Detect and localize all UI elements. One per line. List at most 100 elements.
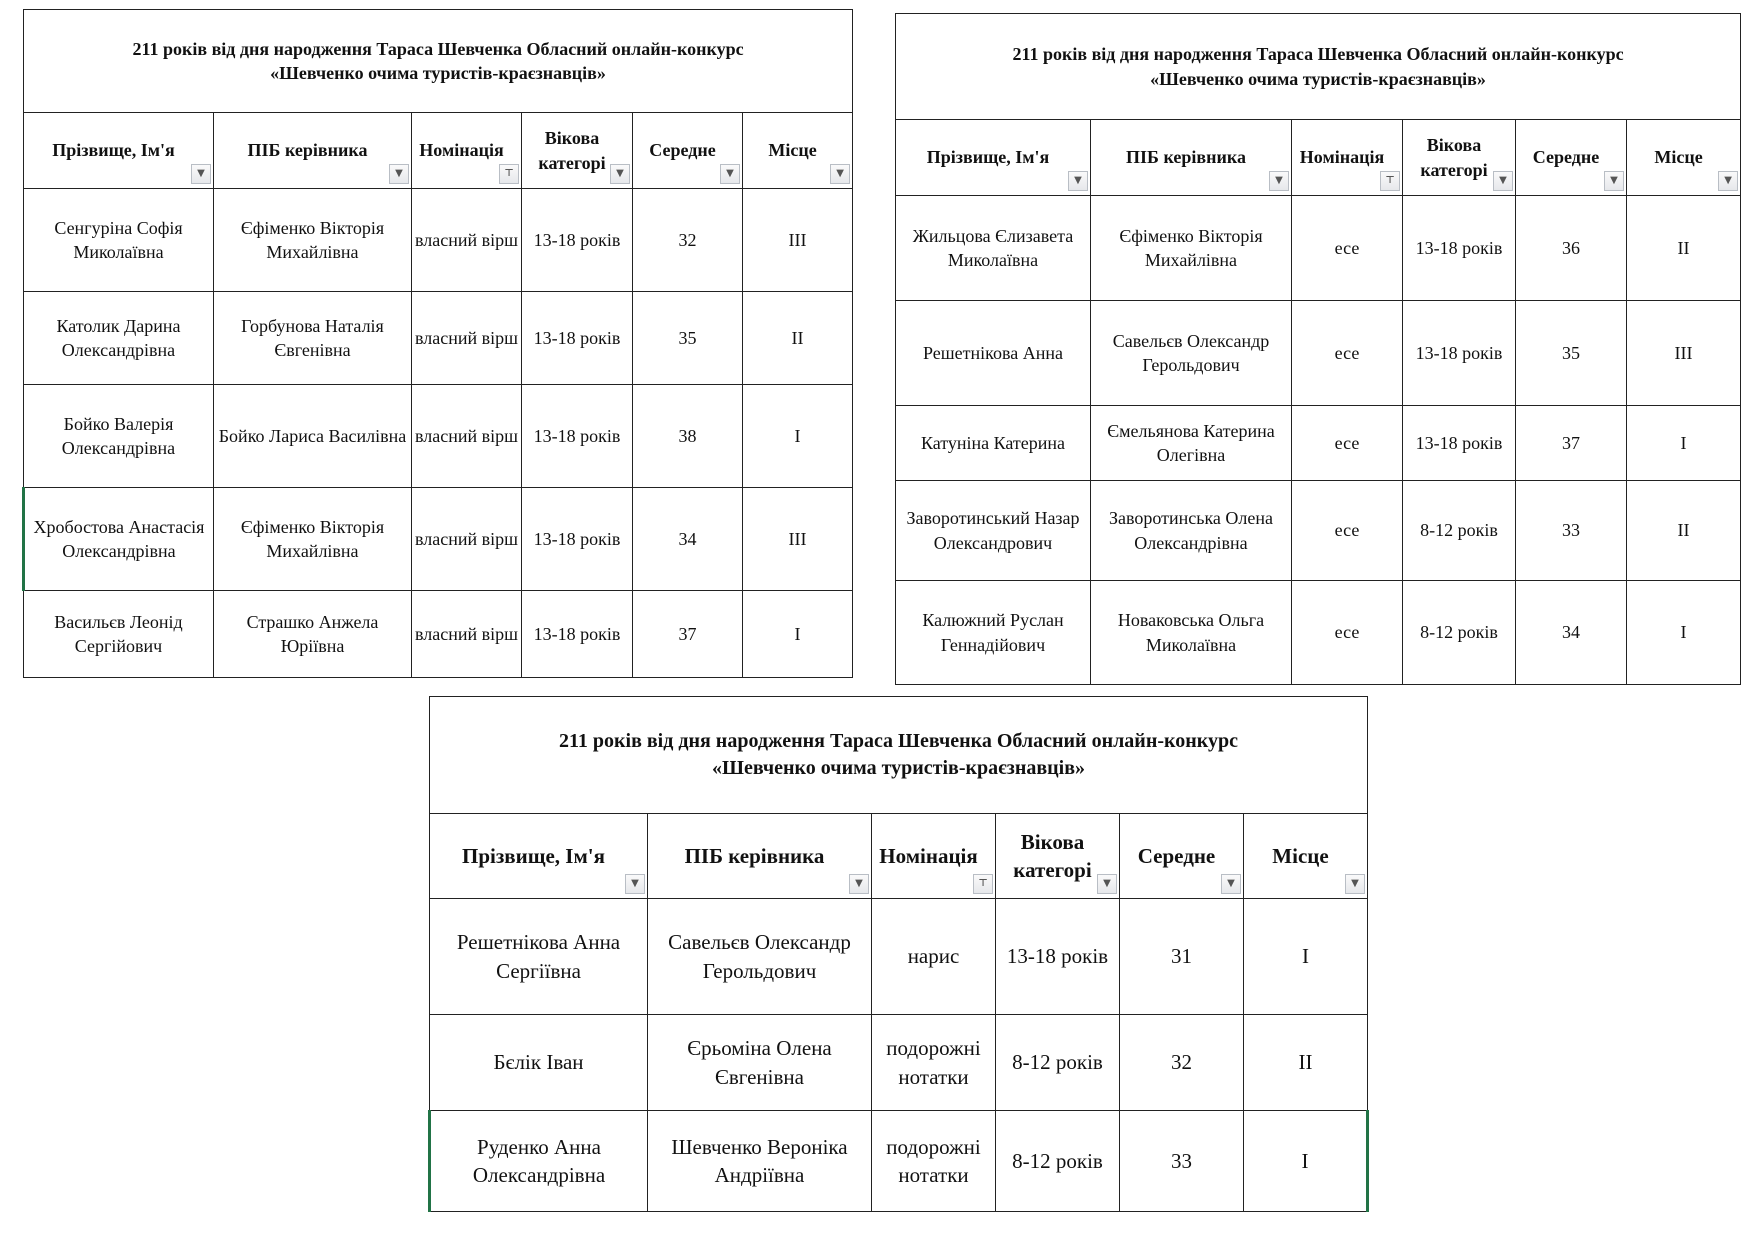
cell-nomination[interactable]: есе [1291, 300, 1403, 406]
cell-average-score[interactable]: 34 [1515, 580, 1627, 685]
cell-supervisor[interactable]: Бойко Лариса Василівна [213, 384, 412, 488]
column-header-name[interactable]: Прізвище, Ім'я ▼ [23, 112, 214, 189]
cell-place[interactable]: I [741, 590, 854, 678]
cell-average-score[interactable]: 37 [632, 590, 743, 678]
cell-supervisor[interactable]: Єфіменко Вікторія Михайлівна [213, 188, 412, 292]
cell-nomination[interactable]: есе [1291, 195, 1403, 301]
dropdown-arrow-icon[interactable]: ▼ [1068, 171, 1088, 191]
column-header-place[interactable]: Місце ▼ [1625, 119, 1742, 196]
column-header-age-category[interactable]: Вікова категорі ▼ [995, 813, 1120, 899]
cell-supervisor[interactable]: Єрьоміна Олена Євгенівна [647, 1014, 872, 1111]
cell-place[interactable]: II [1242, 1014, 1369, 1111]
cell-average-score[interactable]: 35 [632, 291, 743, 385]
cell-age-category[interactable]: 13-18 років [521, 384, 633, 488]
cell-place[interactable]: II [1625, 480, 1742, 581]
cell-nomination[interactable]: есе [1291, 480, 1403, 581]
cell-age-category[interactable]: 13-18 років [1402, 195, 1516, 301]
cell-place[interactable]: III [741, 188, 854, 292]
cell-supervisor[interactable]: Савельєв Олександр Герольдович [647, 898, 872, 1015]
cell-name[interactable]: Католик Дарина Олександрівна [23, 291, 214, 385]
dropdown-arrow-icon[interactable]: ▼ [720, 164, 740, 184]
filter-active-icon[interactable]: ⊤ [1380, 171, 1400, 191]
cell-age-category[interactable]: 13-18 років [521, 590, 633, 678]
cell-nomination[interactable]: есе [1291, 580, 1403, 685]
cell-place[interactable]: I [1242, 898, 1369, 1015]
cell-supervisor[interactable]: Горбунова Наталія Євгенівна [213, 291, 412, 385]
cell-nomination[interactable]: нарис [871, 898, 996, 1015]
dropdown-arrow-icon[interactable]: ▼ [610, 164, 630, 184]
cell-place[interactable]: III [741, 487, 854, 591]
dropdown-arrow-icon[interactable]: ▼ [1345, 874, 1366, 894]
cell-name[interactable]: Катуніна Катерина [895, 405, 1091, 481]
cell-age-category[interactable]: 13-18 років [1402, 300, 1516, 406]
cell-name[interactable]: Калюжний Руслан Геннадійович [895, 580, 1091, 685]
cell-nomination[interactable]: власний вірш [411, 590, 522, 678]
cell-place[interactable]: I [1242, 1110, 1370, 1212]
column-header-supervisor[interactable]: ПІБ керівника ▼ [647, 813, 872, 899]
cell-name[interactable]: Решетнікова Анна [895, 300, 1091, 406]
cell-age-category[interactable]: 13-18 років [995, 898, 1120, 1015]
column-header-age-category[interactable]: Вікова категорі ▼ [1402, 119, 1516, 196]
cell-average-score[interactable]: 35 [1515, 300, 1627, 406]
cell-nomination[interactable]: подорожні нотатки [871, 1110, 996, 1212]
cell-supervisor[interactable]: Єфіменко Вікторія Михайлівна [213, 487, 412, 591]
cell-age-category[interactable]: 8-12 років [1402, 480, 1516, 581]
cell-name[interactable]: Решетнікова Анна Сергіївна [429, 898, 648, 1015]
column-header-name[interactable]: Прізвище, Ім'я ▼ [895, 119, 1091, 196]
cell-supervisor[interactable]: Заворотинська Олена Олександрівна [1090, 480, 1292, 581]
cell-name[interactable]: Руденко Анна Олександрівна [428, 1110, 648, 1212]
column-header-average-score[interactable]: Середне ▼ [1119, 813, 1244, 899]
column-header-age-category[interactable]: Вікова категорі ▼ [521, 112, 633, 189]
dropdown-arrow-icon[interactable]: ▼ [1221, 874, 1241, 894]
column-header-nomination[interactable]: Номінація ⊤ [871, 813, 996, 899]
cell-age-category[interactable]: 8-12 років [995, 1014, 1120, 1111]
column-header-name[interactable]: Прізвище, Ім'я ▼ [429, 813, 648, 899]
cell-supervisor[interactable]: Новаковська Ольга Миколаївна [1090, 580, 1292, 685]
cell-name[interactable]: Васильєв Леонід Сергійович [23, 590, 214, 678]
cell-average-score[interactable]: 31 [1119, 898, 1244, 1015]
cell-average-score[interactable]: 37 [1515, 405, 1627, 481]
dropdown-arrow-icon[interactable]: ▼ [1269, 171, 1289, 191]
cell-supervisor[interactable]: Ємельянова Катерина Олегівна [1090, 405, 1292, 481]
column-header-nomination[interactable]: Номінація ⊤ [1291, 119, 1403, 196]
cell-name[interactable]: Бойко Валерія Олександрівна [23, 384, 214, 488]
cell-nomination[interactable]: подорожні нотатки [871, 1014, 996, 1111]
cell-supervisor[interactable]: Єфіменко Вікторія Михайлівна [1090, 195, 1292, 301]
filter-active-icon[interactable]: ⊤ [973, 874, 993, 894]
cell-name[interactable]: Заворотинський Назар Олександрович [895, 480, 1091, 581]
cell-average-score[interactable]: 32 [632, 188, 743, 292]
column-header-supervisor[interactable]: ПІБ керівника ▼ [213, 112, 412, 189]
cell-nomination[interactable]: власний вірш [411, 188, 522, 292]
cell-place[interactable]: II [741, 291, 854, 385]
dropdown-arrow-icon[interactable]: ▼ [849, 874, 869, 894]
cell-nomination[interactable]: власний вірш [411, 291, 522, 385]
table-title[interactable]: 211 років від дня народження Тараса Шевч… [22, 9, 854, 113]
cell-place[interactable]: I [1625, 405, 1742, 481]
dropdown-arrow-icon[interactable]: ▼ [1718, 171, 1739, 191]
column-header-supervisor[interactable]: ПІБ керівника ▼ [1090, 119, 1292, 196]
cell-age-category[interactable]: 13-18 років [521, 291, 633, 385]
cell-supervisor[interactable]: Страшко Анжела Юріївна [213, 590, 412, 678]
dropdown-arrow-icon[interactable]: ▼ [625, 874, 645, 894]
cell-name[interactable]: Жильцова Єлизавета Миколаївна [895, 195, 1091, 301]
dropdown-arrow-icon[interactable]: ▼ [191, 164, 211, 184]
cell-average-score[interactable]: 38 [632, 384, 743, 488]
table-title[interactable]: 211 років від дня народження Тараса Шевч… [894, 13, 1742, 120]
cell-age-category[interactable]: 8-12 років [1402, 580, 1516, 685]
cell-supervisor[interactable]: Шевченко Вероніка Андріївна [647, 1110, 872, 1212]
column-header-place[interactable]: Місце ▼ [741, 112, 854, 189]
cell-name[interactable]: Сенгуріна Софія Миколаївна [23, 188, 214, 292]
filter-active-icon[interactable]: ⊤ [499, 164, 519, 184]
column-header-nomination[interactable]: Номінація ⊤ [411, 112, 522, 189]
cell-age-category[interactable]: 8-12 років [995, 1110, 1120, 1212]
cell-name[interactable]: Бєлік Іван [429, 1014, 648, 1111]
cell-supervisor[interactable]: Савельєв Олександр Герольдович [1090, 300, 1292, 406]
dropdown-arrow-icon[interactable]: ▼ [830, 164, 851, 184]
cell-place[interactable]: III [1625, 300, 1742, 406]
table-title[interactable]: 211 років від дня народження Тараса Шевч… [428, 696, 1369, 814]
cell-place[interactable]: I [741, 384, 854, 488]
cell-nomination[interactable]: власний вірш [411, 384, 522, 488]
cell-average-score[interactable]: 33 [1119, 1110, 1244, 1212]
dropdown-arrow-icon[interactable]: ▼ [1097, 874, 1117, 894]
cell-age-category[interactable]: 13-18 років [521, 487, 633, 591]
